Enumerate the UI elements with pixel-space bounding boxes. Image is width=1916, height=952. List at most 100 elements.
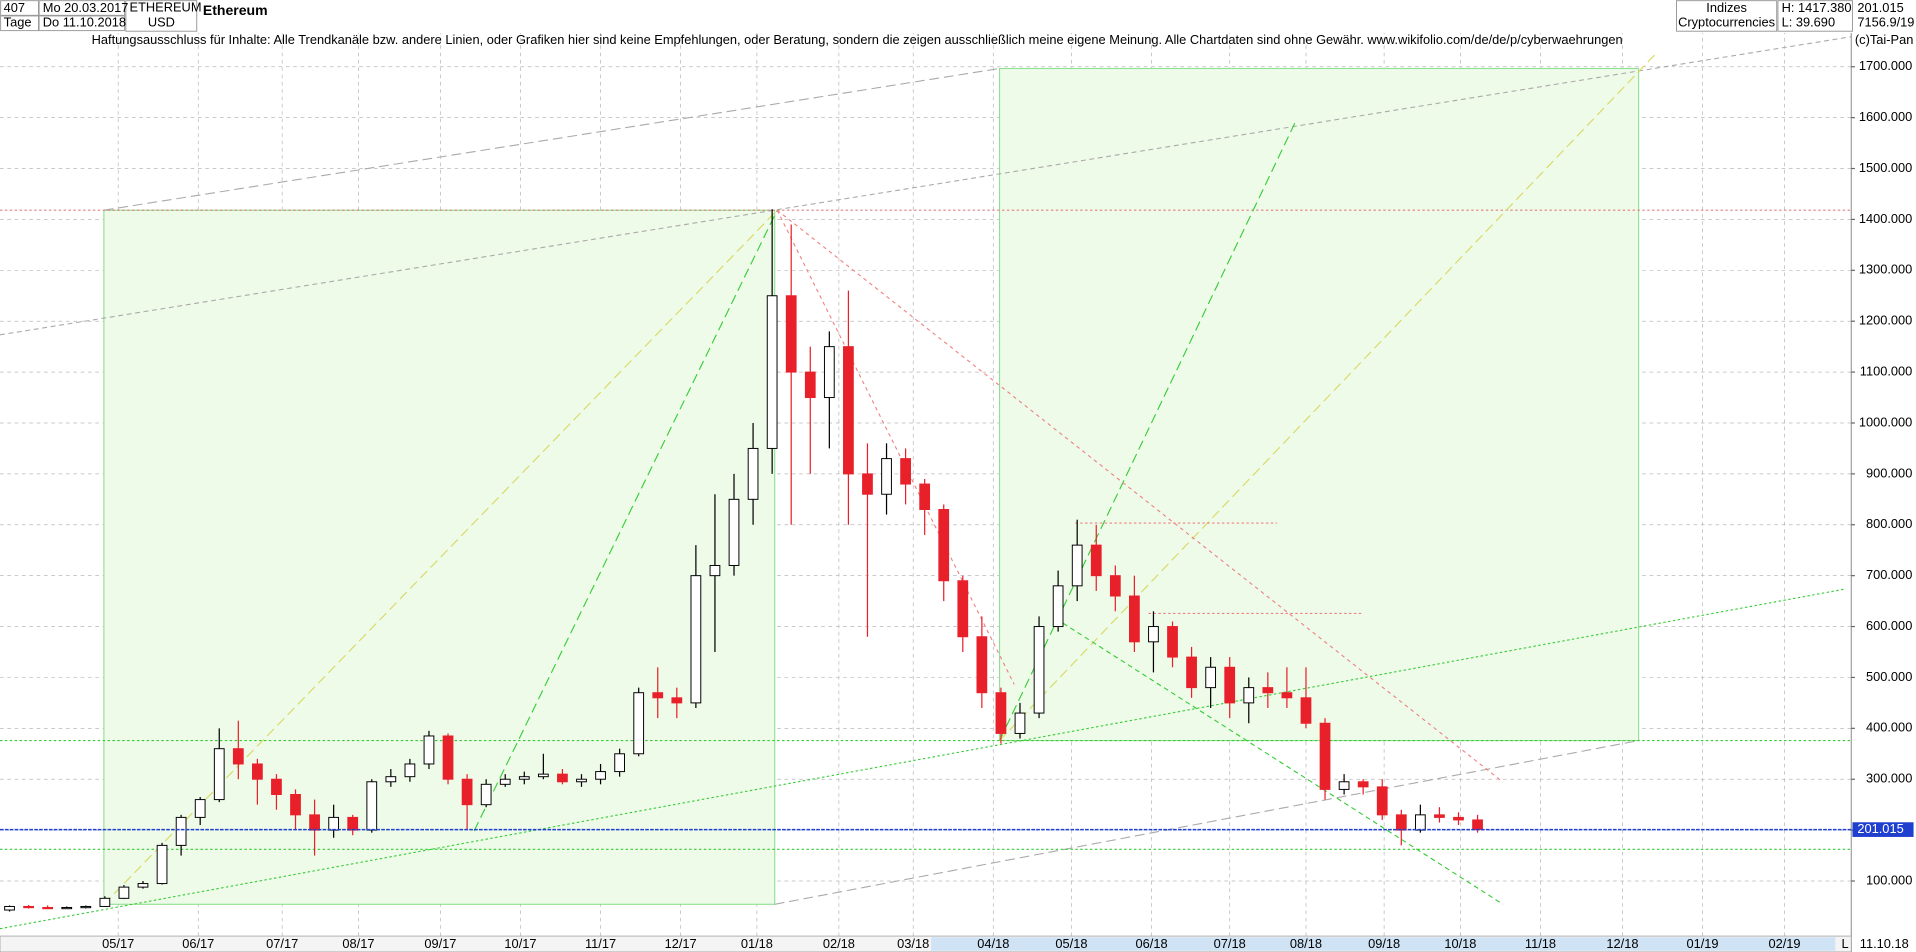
trend-line [1062, 622, 1504, 905]
subgroup: Cryptocurrencies [1678, 15, 1775, 30]
candle-body [919, 483, 931, 510]
candle-body [1129, 595, 1140, 643]
candle-body [1014, 712, 1026, 734]
candle-body [823, 346, 835, 399]
y-tick-label: 400.000 [1866, 720, 1912, 735]
trend-line [103, 67, 1000, 211]
y-tick-label: 1200.000 [1859, 313, 1913, 328]
candle-body [423, 735, 435, 765]
fan-line [473, 209, 778, 832]
candle-body [1376, 786, 1388, 816]
y-tick-label: 1400.000 [1859, 211, 1913, 226]
candle-body [595, 771, 606, 780]
box [38, 15, 126, 32]
candle-body [1434, 814, 1445, 818]
candle-body [1090, 544, 1102, 577]
candle-body [785, 295, 797, 373]
candle-body [747, 447, 759, 500]
candle-body [366, 781, 378, 831]
x-tick-label: 06/17 [182, 936, 214, 951]
x-tick-label: 08/18 [1290, 936, 1322, 951]
candle-body [1033, 626, 1045, 714]
high: H: 1417.380 [1782, 0, 1852, 15]
x-tick-label: 01/18 [741, 936, 773, 951]
y-tick-label: 500.000 [1866, 669, 1912, 684]
candle-body [23, 905, 34, 909]
candle-body [252, 763, 263, 780]
candle-body [1167, 626, 1178, 658]
candle-body [1395, 814, 1407, 831]
copyright: (c)Tai-Pan [1855, 32, 1913, 47]
trend-line [776, 209, 1504, 783]
candle-body [633, 692, 645, 755]
candle-body [1071, 544, 1083, 587]
candle-body [328, 816, 340, 831]
candle-body [957, 580, 969, 638]
candle-body [900, 458, 911, 485]
box [1777, 0, 1853, 32]
y-tick-label: 900.000 [1866, 465, 1912, 480]
candle-body [537, 773, 549, 778]
candle-body [1281, 692, 1293, 699]
candle-body [1262, 687, 1274, 694]
box[interactable] [0, 15, 39, 32]
candle-body [118, 886, 130, 899]
x-tick-label: 11/17 [585, 936, 616, 951]
candle-body [1052, 585, 1064, 628]
candle-body [728, 498, 740, 566]
candle-body [213, 748, 225, 801]
candle-body [61, 906, 73, 910]
x-tick-label: 05/18 [1055, 936, 1087, 951]
start-date: Mo 20.03.2017 [43, 0, 129, 15]
candle-body [614, 753, 625, 773]
candle-body [709, 564, 721, 577]
candle-body [1243, 687, 1255, 704]
candle-body [137, 883, 149, 888]
x-tick-label: 03/18 [897, 936, 929, 951]
candle-body [1224, 666, 1236, 704]
candle-body [652, 692, 664, 699]
box [1676, 0, 1778, 32]
header-bg [0, 0, 1916, 34]
candle-body [385, 776, 397, 783]
candle-body [995, 692, 1007, 734]
symbol: ETHEREUM [130, 0, 202, 14]
x-tick-label: 01/19 [1686, 936, 1718, 951]
candle-body [461, 778, 473, 806]
candle-body [175, 816, 187, 846]
last-price-tag [1852, 822, 1914, 837]
x-tick-label: 08/17 [342, 936, 374, 951]
x-tick-label: 09/18 [1368, 936, 1400, 951]
currency: USD [148, 15, 175, 30]
x-tick-label: 02/18 [823, 936, 855, 951]
last-price-label: 201.015 [1857, 821, 1903, 836]
candle-body [1357, 781, 1369, 788]
x-tick-label: 12/17 [665, 936, 697, 951]
x-tick-label: 12/18 [1606, 936, 1638, 951]
candle-body [232, 748, 244, 765]
candle-body [499, 778, 511, 785]
candle-body [804, 371, 816, 399]
y-tick-label: 1100.000 [1860, 363, 1913, 378]
candle-body [690, 575, 702, 704]
fan-line [999, 53, 1657, 741]
group: Indizes [1706, 0, 1747, 15]
trend-line [776, 209, 1015, 685]
candle-body [271, 778, 282, 795]
candle-body [1453, 816, 1464, 821]
candle-body [99, 897, 111, 907]
candle-body [1414, 814, 1426, 831]
period[interactable]: Tage [4, 15, 32, 30]
box [38, 0, 126, 16]
candle-body [404, 763, 416, 778]
trend-line [0, 36, 1852, 336]
candle-body [671, 697, 683, 704]
y-tick-label: 100.000 [1866, 872, 1912, 887]
candle-body [766, 295, 778, 449]
x-tick-label: 11/18 [1525, 936, 1556, 951]
candle-body [1205, 666, 1217, 689]
y-tick-label: 300.000 [1866, 771, 1912, 786]
candle-body [4, 905, 15, 911]
